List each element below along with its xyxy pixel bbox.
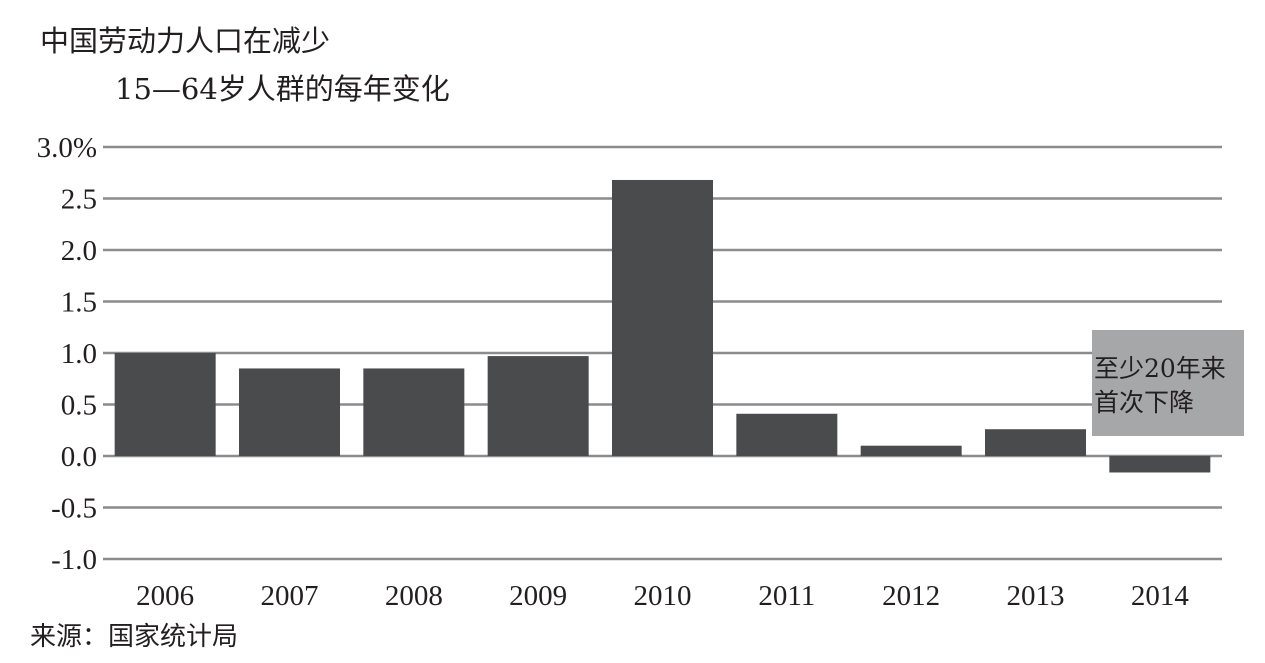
y-tick-label: 2.5 [61, 184, 97, 216]
y-tick-label: 1.5 [61, 287, 97, 319]
y-tick-label: 3.0% [37, 132, 97, 164]
x-axis-tick-labels: 2006 2007 2008 2009 2010 2011 2012 2013 2014 [136, 580, 1189, 612]
y-axis-tick-labels: 3.0% 2.5 2.0 1.5 1.0 0.5 0.0 -0.5 -1.0 [37, 132, 97, 576]
y-tick-label: 1.0 [61, 338, 97, 370]
bar-2006 [114, 353, 216, 456]
x-tick-label-2006: 2006 [136, 580, 194, 612]
bar-2011 [736, 413, 838, 456]
x-tick-label-2008: 2008 [385, 580, 443, 612]
bars [114, 179, 1211, 473]
x-tick-label-2010: 2010 [634, 580, 692, 612]
x-tick-label-2013: 2013 [1007, 580, 1065, 612]
bar-2010 [612, 179, 713, 456]
y-tick-label: 0.0 [61, 441, 97, 473]
annotation-first-decline: 至少20年来 首次下降 [1092, 330, 1244, 436]
x-tick-label-2007: 2007 [261, 580, 319, 612]
bar-2013 [985, 429, 1086, 456]
x-tick-label-2011: 2011 [758, 580, 815, 612]
y-tick-label: -1.0 [51, 544, 97, 576]
y-tick-label: 0.5 [61, 390, 97, 422]
x-tick-label-2009: 2009 [509, 580, 567, 612]
bar-2014 [1109, 456, 1211, 473]
chart-title: 中国劳动力人口在减少 [40, 24, 331, 58]
x-tick-label-2014: 2014 [1131, 580, 1190, 612]
y-tick-label: -0.5 [51, 493, 97, 525]
chart-subtitle: 15—64岁人群的每年变化 [115, 72, 450, 106]
bar-2008 [363, 368, 465, 456]
x-tick-label-2012: 2012 [882, 580, 940, 612]
y-tick-label: 2.0 [61, 235, 97, 267]
bar-2007 [239, 368, 340, 456]
bar-2009 [487, 356, 589, 456]
bar-2012 [860, 445, 962, 456]
source-note: 来源：国家统计局 [30, 622, 239, 652]
